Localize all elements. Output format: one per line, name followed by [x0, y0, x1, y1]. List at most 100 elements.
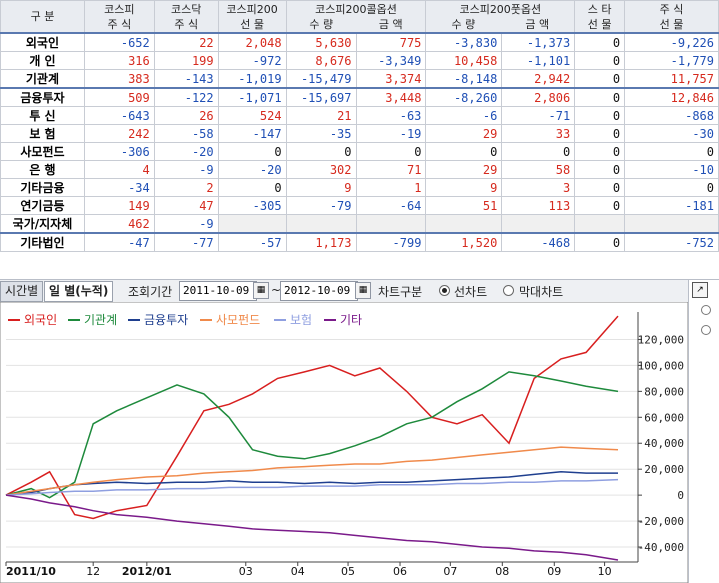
date-to-input[interactable]: 2012-10-09 [280, 281, 358, 301]
table-row[interactable]: 투 신 -643 26 524 21 -63 -6 -71 0 -868 [0, 106, 719, 125]
table-cell: 0 [574, 32, 626, 52]
table-cell: 2,942 [501, 69, 576, 89]
chart-plot-area [0, 302, 688, 583]
tab-daily-cumulative[interactable]: 일 별(누적) [44, 281, 114, 302]
table-row[interactable]: 기타금융 -34 2 0 9 1 9 3 0 0 [0, 178, 719, 197]
table-row[interactable]: 은 행 4 -9 -20 302 71 29 58 0 -10 [0, 160, 719, 179]
table-cell: 9 [285, 178, 357, 197]
side-radio-1[interactable] [701, 305, 711, 315]
table-cell: 0 [574, 106, 626, 125]
x-tick-label: 2012/01 [122, 565, 172, 578]
table-cell [285, 214, 357, 234]
table-cell: 0 [574, 69, 626, 89]
table-row[interactable]: 연기금등 149 47 -305 -79 -64 51 113 0 -181 [0, 196, 719, 215]
table-cell: -58 [153, 124, 219, 143]
table-cell: 0 [574, 124, 626, 143]
date-tilde: ~ [271, 283, 282, 297]
table-cell: -15,479 [285, 69, 357, 89]
table-cell: 0 [574, 232, 626, 252]
line-chart-radio[interactable] [439, 285, 450, 296]
table-cell: -19 [355, 124, 427, 143]
table-row[interactable]: 외국인 -652 22 2,048 5,630 775 -3,830 -1,373 0 -9,22… [0, 32, 719, 52]
header-sublabel: 수 량 [451, 17, 476, 31]
line-chart-label: 선차트 [454, 285, 488, 299]
table-row[interactable]: 기타법인 -47 -77 -57 1,173 -799 1,520 -468 0 -752 [0, 232, 719, 252]
y-tick-label: 40,000 [644, 437, 684, 450]
table-cell: 71 [355, 160, 427, 179]
table-cell: 0 [355, 142, 427, 161]
row-label: 보 험 [0, 124, 85, 143]
series-line-1 [5, 371, 619, 499]
table-cell [217, 214, 287, 234]
table-cell: 3 [501, 178, 576, 197]
table-cell: -20 [217, 160, 287, 179]
table-row[interactable]: 국가/지자체 462 -9 [0, 214, 719, 234]
y-tick-label: 0 [677, 489, 684, 502]
tab-time[interactable]: 시간별 [0, 281, 44, 302]
x-tick-label: 2011/10 [6, 565, 56, 578]
table-cell: 0 [574, 160, 626, 179]
x-tick-label: 03 [239, 565, 253, 578]
table-cell: 3,448 [355, 87, 427, 107]
row-label: 기타금융 [0, 178, 85, 197]
legend-label: 사모펀드 [216, 313, 260, 327]
table-cell: 26 [153, 106, 219, 125]
header-sublabel: 주 식 [174, 17, 199, 31]
table-cell: -71 [501, 106, 576, 125]
period-label: 조회기간 [128, 285, 173, 299]
table-cell: -972 [217, 51, 287, 70]
table-cell: 51 [425, 196, 503, 215]
table-cell: -9 [153, 214, 219, 234]
date-from-input[interactable]: 2011-10-09 [179, 281, 257, 301]
table-cell: 10,458 [425, 51, 503, 70]
table-cell: -305 [217, 196, 287, 215]
table-cell: 0 [574, 178, 626, 197]
cumulative-net-buy-chart: 120,000 100,000 80,000 60,000 40,000 20,000 0 -… [0, 302, 688, 583]
header-cell-4: 코스피200콜옵션 수 량 금 액 [285, 0, 427, 34]
calendar-icon[interactable]: ▦ [253, 282, 269, 299]
table-cell: 0 [217, 142, 287, 161]
table-cell: -1,101 [501, 51, 576, 70]
table-cell: -643 [83, 106, 155, 125]
table-cell: -8,148 [425, 69, 503, 89]
chart-settings-icon[interactable]: ↗ [692, 282, 708, 298]
x-tick-label: 09 [547, 565, 561, 578]
table-row[interactable]: 보 험 242 -58 -147 -35 -19 29 33 0 -30 [0, 124, 719, 143]
side-radio-2[interactable] [701, 325, 711, 335]
bar-chart-radio[interactable] [503, 285, 514, 296]
table-cell: -79 [285, 196, 357, 215]
header-sublabel: 선 물 [240, 17, 264, 31]
calendar-icon[interactable]: ▦ [355, 282, 371, 299]
legend-label: 기관계 [84, 313, 117, 327]
header-sublabel: 선 물 [659, 17, 684, 31]
table-cell: -1,373 [501, 32, 576, 52]
header-label: 구 분 [30, 10, 55, 23]
table-cell: 22 [153, 32, 219, 52]
table-cell: 29 [425, 160, 503, 179]
header-sublabel: 수 량 [309, 17, 334, 31]
table-cell: 149 [83, 196, 155, 215]
table-cell: -64 [355, 196, 427, 215]
table-cell: 21 [285, 106, 357, 125]
header-label: 코스닥 [171, 2, 202, 16]
y-tick-label: 80,000 [644, 385, 684, 398]
table-cell: 316 [83, 51, 155, 70]
table-cell: 775 [355, 32, 427, 52]
header-label: 코스피200 [226, 2, 278, 16]
table-cell: 3,374 [355, 69, 427, 89]
table-cell: -9,226 [624, 32, 719, 52]
table-cell: -8,260 [425, 87, 503, 107]
series-line-4 [5, 478, 619, 496]
table-row[interactable]: 금융투자 509 -122 -1,071 -15,697 3,448 -8,260 2,806… [0, 87, 719, 107]
table-row[interactable]: 개 인 316 199 -972 8,676 -3,349 10,458 -1,101 0 -1,… [0, 51, 719, 70]
table-cell [574, 214, 626, 234]
table-cell: -3,830 [425, 32, 503, 52]
x-tick-label: 12 [86, 565, 100, 578]
table-cell: -147 [217, 124, 287, 143]
header-cell-0: 구 분 [0, 0, 85, 34]
table-row[interactable]: 사모펀드 -306 -20 0 0 0 0 0 0 0 [0, 142, 719, 161]
row-label: 기타법인 [0, 232, 85, 252]
legend-label: 금융투자 [144, 313, 188, 327]
table-cell: -10 [624, 160, 719, 179]
table-row[interactable]: 기관계 383 -143 -1,019 -15,479 3,374 -8,148 2,942 0… [0, 69, 719, 89]
